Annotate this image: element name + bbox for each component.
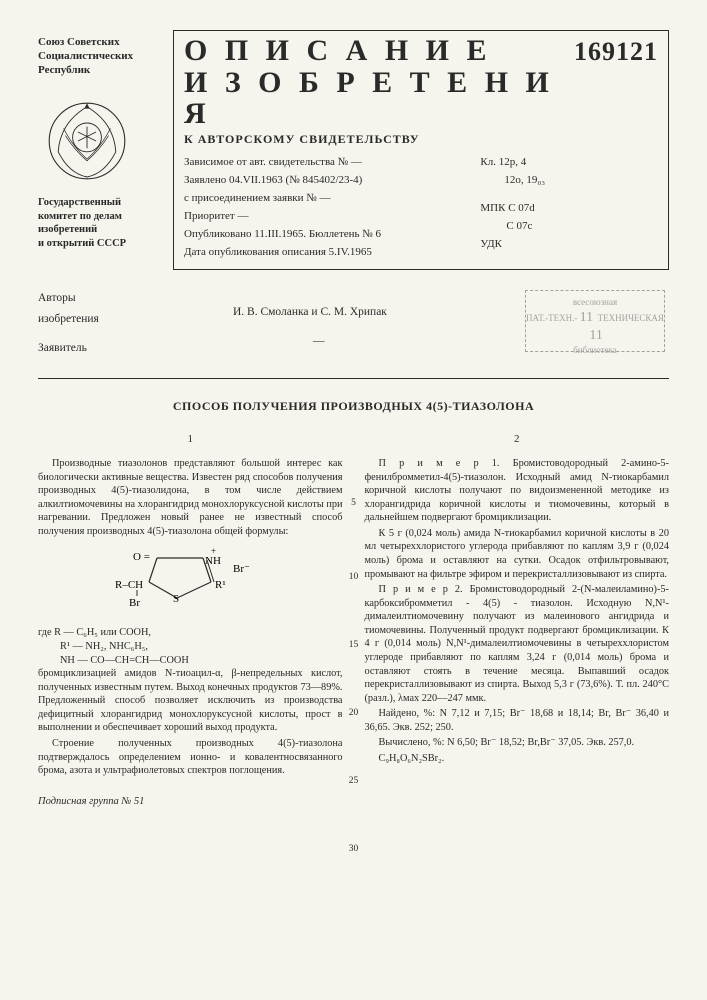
line-num-25: 25 — [348, 776, 360, 786]
formula-s: S — [173, 593, 179, 605]
doc-title-2: И З О Б Р Е Т Е Н И Я — [184, 67, 574, 130]
committee-l3: изобретений — [38, 224, 97, 235]
line-num-5: 5 — [348, 498, 360, 508]
published-line: Опубликовано 11.III.1965. Бюллетень № 6 — [184, 225, 468, 243]
article-title: СПОСОБ ПОЛУЧЕНИЯ ПРОИЗВОДНЫХ 4(5)-ТИАЗОЛ… — [38, 399, 669, 414]
footer-group: Подписная группа № 51 — [38, 796, 669, 807]
col2-para-5: Вычислено, %: N 6,50; Br⁻ 18,52; Br,Br⁻ … — [365, 736, 670, 750]
join-line: с присоединением заявки № — — [184, 189, 468, 207]
header-left-col: Зависимое от авт. свидетельства № — Заяв… — [184, 153, 468, 262]
descr-date-line: Дата опубликования описания 5.IV.1965 — [184, 243, 468, 261]
priority-line: Приоритет — — [184, 207, 468, 225]
udk-line: УДК — [480, 235, 658, 253]
line-num-10: 10 — [348, 572, 360, 582]
header-right-col: Кл. 12p, 4 12o, 19₀₃ МПК C 07d C 07c УДК — [468, 153, 658, 262]
committee-l1: Государственный — [38, 197, 121, 208]
dependency-line: Зависимое от авт. свидетельства № — — [184, 153, 468, 171]
committee-l2: комитет по делам — [38, 211, 122, 222]
line-num-30: 30 — [348, 844, 360, 854]
committee-label: Государственный комитет по делам изобрет… — [38, 196, 168, 251]
chemical-formula: O = + NH Br⁻ R–CH S R¹ Br — [115, 546, 265, 618]
col2-para-2: К 5 г (0,024 моль) амида N-тиокарбамил к… — [365, 527, 670, 581]
issuer-l2: Социалистических — [38, 50, 133, 62]
col2-para-6: C₉H₈O₆N₂SBr₂. — [365, 752, 670, 766]
horizontal-rule — [38, 378, 669, 379]
stamp-l3: ТЕХНИЧЕСКАЯ — [598, 313, 664, 323]
library-stamp: всесоюзная ПАТ.-ТЕХН.- 11 ТЕХНИЧЕСКАЯ 11… — [525, 290, 665, 352]
col1-number: 1 — [38, 432, 343, 447]
column-1: 1 Производные тиазолонов представляют бо… — [38, 432, 343, 779]
class-l2: 12o, 19₀₃ — [480, 171, 658, 189]
doc-title-1: О П И С А Н И Е — [184, 35, 574, 67]
formula-rch: R–CH — [115, 579, 143, 591]
formula-br: Br — [129, 597, 140, 609]
stamp-l4: библиотека — [573, 345, 617, 355]
stamp-l1: всесоюзная — [573, 297, 617, 307]
col1-where-1: где R — C₆H₅ или COOH, — [38, 626, 343, 640]
mpk-l2: C 07c — [480, 217, 658, 235]
formula-r1: R¹ — [215, 579, 226, 591]
body-columns: 1 Производные тиазолонов представляют бо… — [38, 432, 669, 779]
applicant-label: Заявитель — [38, 338, 173, 359]
issuer-l3: Республик — [38, 64, 90, 76]
filed-line: Заявлено 04.VII.1963 (№ 845402/23-4) — [184, 171, 468, 189]
formula-brminus: Br⁻ — [233, 563, 250, 575]
issuer-label: Союз Советских Социалистических Республи… — [38, 36, 158, 77]
col2-para-1: П р и м е р 1. Бромистоводородный 2-амин… — [365, 457, 670, 525]
committee-l4: и открытий СССР — [38, 238, 126, 249]
stamp-l2: ПАТ.-ТЕХН.- — [526, 313, 577, 323]
col2-number: 2 — [365, 432, 670, 447]
doc-subtitle: К АВТОРСКОМУ СВИДЕТЕЛЬСТВУ — [184, 132, 574, 147]
class-l1: Кл. 12p, 4 — [480, 153, 658, 171]
col1-where-3: NH — CO—CH=CH—COOH — [38, 654, 343, 668]
patent-number: 169121 — [574, 37, 658, 67]
header-frame: О П И С А Н И Е И З О Б Р Е Т Е Н И Я К … — [173, 30, 669, 270]
col1-para-4: Строение полученных производных 4(5)-тиа… — [38, 737, 343, 778]
line-num-20: 20 — [348, 708, 360, 718]
authors-label-1: Авторы — [38, 288, 173, 309]
issuer-l1: Союз Советских — [38, 36, 120, 48]
state-emblem-icon — [42, 96, 132, 186]
col1-where-2: R¹ — NH₂, NHC₆H₅, — [38, 640, 343, 654]
col1-para-1: Производные тиазолонов представляют боль… — [38, 457, 343, 538]
line-num-15: 15 — [348, 640, 360, 650]
column-2: 2 П р и м е р 1. Бромистоводородный 2-ам… — [365, 432, 670, 779]
mpk-l1: МПК C 07d — [480, 199, 658, 217]
col1-para-3: бромциклизацией амидов N-тиоацил-α, β-не… — [38, 667, 343, 735]
authors-label-2: изобретения — [38, 309, 173, 330]
col2-para-4: Найдено, %: N 7,12 и 7,15; Br⁻ 18,68 и 1… — [365, 707, 670, 734]
formula-o: O = — [133, 551, 150, 563]
col2-para-3: П р и м е р 2. Бромистоводородный 2-(N-м… — [365, 583, 670, 705]
